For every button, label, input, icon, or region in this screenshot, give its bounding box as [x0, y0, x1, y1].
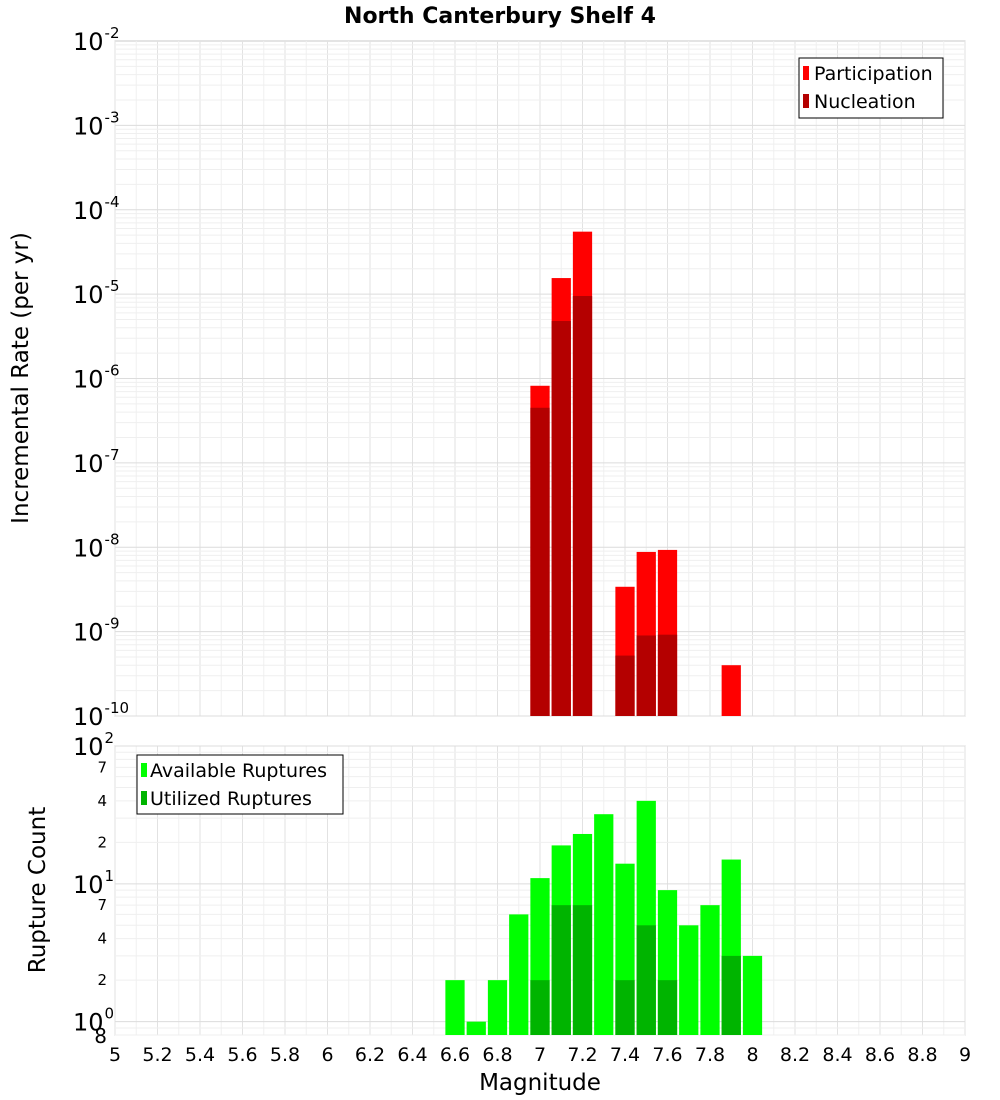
x-tick-label: 8: [746, 1044, 758, 1066]
nucleation-legend-swatch: [803, 94, 809, 108]
bottom-y-axis-label: Rupture Count: [25, 807, 51, 973]
nucleation-bar: [636, 635, 656, 716]
y-tick-label: 101: [73, 867, 114, 899]
nucleation-bar: [530, 407, 550, 716]
bottom-legend: Available Ruptures Utilized Ruptures: [136, 754, 344, 815]
bottom-legend-box: [136, 754, 344, 815]
top-y-tick-labels: 10-10 10-9 10-8 10-7 10-6 10-5 10-4 10-3 10-2: [73, 24, 129, 731]
x-tick-labels: 5 5.2 5.4 5.6 5.8 6 6.2 6.4 6.6 6.8 7 7.2 7.4 7.6 7.8 8…: [109, 1044, 971, 1066]
utilized-ruptures-legend-swatch: [141, 791, 147, 805]
y-minor-tick-label: 2: [97, 833, 107, 851]
x-tick-label: 6: [321, 1044, 333, 1066]
available-ruptures-bar: [466, 1021, 486, 1035]
y-tick-label: 10-7: [73, 446, 120, 478]
y-minor-tick-label: 7: [97, 758, 107, 776]
available-ruptures-legend-swatch: [141, 763, 147, 777]
utilized-ruptures-bar: [572, 905, 593, 1035]
y-minor-tick-label: 2: [97, 971, 107, 989]
x-tick-label: 7.8: [695, 1044, 725, 1066]
participation-legend-swatch: [803, 66, 809, 80]
y-minor-tick-label: 7: [97, 896, 107, 914]
top-legend: Participation Nucleation: [798, 57, 944, 119]
utilized-ruptures-bar: [657, 980, 678, 1035]
x-tick-label: 7.2: [567, 1044, 597, 1066]
y-tick-label: 10-5: [73, 277, 120, 309]
utilized-ruptures-bar: [530, 980, 550, 1035]
x-tick-label: 8.8: [907, 1044, 937, 1066]
available-ruptures-bar: [742, 955, 763, 1035]
nucleation-legend-label: Nucleation: [814, 91, 916, 113]
x-tick-label: 7: [534, 1044, 546, 1066]
top-y-axis-label: Incremental Rate (per yr): [8, 232, 34, 524]
participation-legend-label: Participation: [814, 63, 933, 85]
x-tick-label: 8.4: [822, 1044, 852, 1066]
utilized-ruptures-bar: [636, 925, 656, 1035]
top-panel: 10-10 10-9 10-8 10-7 10-6 10-5 10-4 10-3 10-2 In…: [8, 24, 966, 731]
available-ruptures-bar: [594, 814, 614, 1035]
utilized-ruptures-bar: [615, 980, 635, 1035]
x-tick-label: 6.4: [397, 1044, 427, 1066]
available-ruptures-legend-label: Available Ruptures: [150, 760, 327, 782]
top-bars: [530, 231, 741, 716]
y-tick-label: 10-10: [73, 699, 129, 731]
x-tick-label: 5.6: [227, 1044, 257, 1066]
nucleation-bar: [551, 321, 571, 716]
nucleation-bar: [657, 634, 678, 716]
x-tick-label: 6.6: [440, 1044, 470, 1066]
utilized-ruptures-bar: [551, 905, 571, 1035]
participation-bar: [721, 665, 741, 716]
x-tick-label: 7.6: [652, 1044, 682, 1066]
available-ruptures-bar: [509, 914, 529, 1035]
y-tick-label: 10-8: [73, 530, 120, 562]
y-tick-label: 10-6: [73, 362, 120, 394]
y-minor-tick-label: 4: [97, 930, 107, 948]
top-grid: [114, 41, 966, 717]
x-tick-label: 5.4: [185, 1044, 215, 1066]
x-tick-label: 5.8: [270, 1044, 300, 1066]
bottom-bars: [445, 800, 763, 1035]
y-minor-tick-label: 4: [97, 792, 107, 810]
x-tick-label: 9: [959, 1044, 971, 1066]
utilized-ruptures-bar: [721, 955, 741, 1035]
y-tick-label: 10-3: [73, 108, 120, 140]
available-ruptures-bar: [700, 905, 720, 1035]
x-tick-label: 8.2: [780, 1044, 810, 1066]
nucleation-bar: [572, 296, 593, 716]
x-tick-label: 6.2: [355, 1044, 385, 1066]
y-minor-tick-label: 8: [94, 1024, 107, 1048]
y-tick-label: 10-4: [73, 193, 120, 225]
x-axis-label: Magnitude: [479, 1070, 601, 1096]
nucleation-bar: [615, 655, 635, 716]
available-ruptures-bar: [679, 925, 699, 1035]
y-tick-label: 102: [73, 729, 114, 761]
x-tick-label: 6.8: [482, 1044, 512, 1066]
x-tick-label: 5.2: [142, 1044, 172, 1066]
top-legend-box: [798, 57, 944, 119]
available-ruptures-bar: [445, 980, 465, 1035]
available-ruptures-bar: [487, 980, 508, 1035]
x-tick-label: 5: [109, 1044, 121, 1066]
y-tick-label: 10-2: [73, 24, 120, 56]
y-tick-label: 10-9: [73, 615, 120, 647]
x-tick-label: 8.6: [865, 1044, 895, 1066]
x-tick-label: 7.4: [610, 1044, 640, 1066]
utilized-ruptures-legend-label: Utilized Ruptures: [150, 788, 312, 810]
chart-title: North Canterbury Shelf 4: [344, 4, 656, 29]
